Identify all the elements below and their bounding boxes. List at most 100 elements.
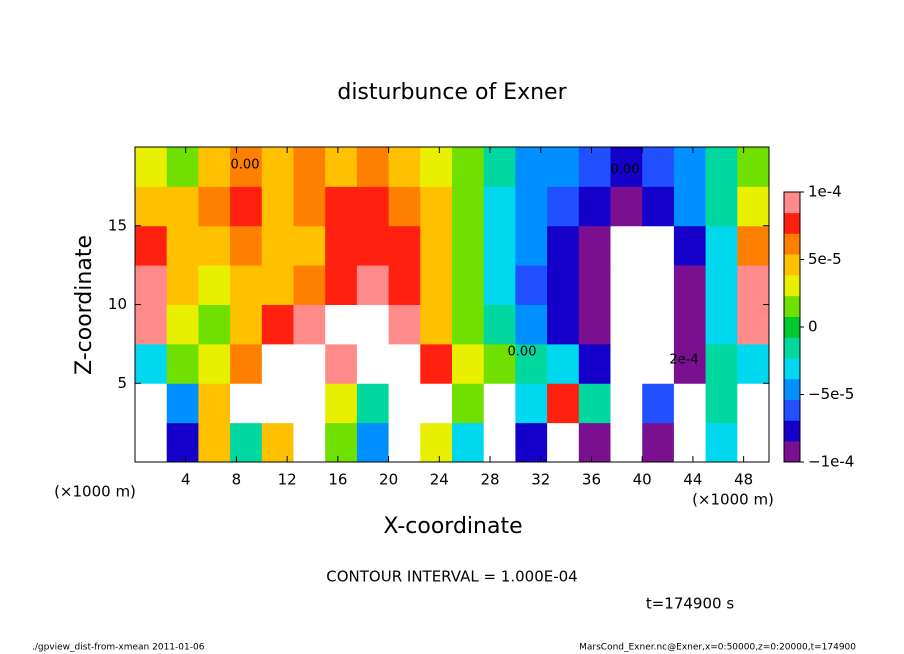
- cell: [198, 343, 231, 384]
- cell: [452, 225, 485, 266]
- cell: [166, 186, 199, 227]
- cell: [515, 383, 548, 424]
- colorbar-segment: [784, 337, 800, 359]
- x-tick-label: 44: [683, 471, 702, 489]
- cell: [325, 147, 358, 187]
- colorbar-segment: [784, 420, 800, 442]
- cell: [515, 265, 548, 305]
- cell: [135, 422, 168, 463]
- x-tick-label: 28: [480, 471, 499, 489]
- x-tick-label: 48: [734, 471, 753, 489]
- cell: [166, 147, 199, 187]
- cell: [230, 265, 263, 305]
- x-tick-label: 24: [430, 471, 449, 489]
- colorbar-tick-label: 1e-4: [808, 183, 842, 201]
- cell: [135, 225, 168, 266]
- cell: [737, 225, 770, 266]
- cell: [388, 304, 421, 345]
- x-tick-label: 32: [531, 471, 550, 489]
- colorbar-segment: [784, 316, 800, 338]
- cell: [135, 147, 168, 187]
- cell: [610, 186, 643, 227]
- cell: [356, 304, 390, 345]
- cell: [642, 147, 675, 187]
- cell: [166, 343, 199, 384]
- x-tick-label: 12: [278, 471, 297, 489]
- cell: [673, 186, 707, 227]
- cell: [452, 343, 485, 384]
- cell: [452, 304, 485, 345]
- cell: [642, 422, 675, 463]
- cell: [737, 343, 770, 384]
- footer-left: ./gpview_dist-from-xmean 2011-01-06: [32, 643, 205, 653]
- cell: [578, 304, 611, 345]
- colorbar-segment: [784, 441, 800, 463]
- cell: [515, 422, 548, 463]
- cell: [325, 225, 358, 266]
- cell: [483, 147, 516, 187]
- colorbar-tick-label: 0: [808, 318, 818, 336]
- cell: [420, 147, 453, 187]
- contour-label: 0.00: [231, 158, 260, 173]
- cell: [642, 265, 675, 305]
- cell: [230, 383, 263, 424]
- cell: [293, 383, 326, 424]
- cell: [705, 383, 738, 424]
- cell: [198, 304, 231, 345]
- cell: [230, 304, 263, 345]
- time-label: t=174900 s: [646, 595, 734, 613]
- cell: [705, 186, 738, 227]
- cell: [483, 304, 516, 345]
- cell: [261, 343, 294, 384]
- cell: [578, 225, 611, 266]
- cell: [293, 225, 326, 266]
- cell: [547, 343, 580, 384]
- y-tick-label: 15: [108, 216, 127, 234]
- cell: [198, 265, 231, 305]
- cell: [325, 422, 358, 463]
- cell: [483, 186, 516, 227]
- cell: [642, 383, 675, 424]
- cell: [737, 186, 770, 227]
- x-tick-label: 20: [379, 471, 398, 489]
- cell: [673, 422, 707, 463]
- cell: [515, 147, 548, 187]
- cell: [166, 422, 199, 463]
- cell: [610, 304, 643, 345]
- cell: [610, 383, 643, 424]
- cell: [325, 383, 358, 424]
- cell: [325, 304, 358, 345]
- cell: [642, 343, 675, 384]
- cell: [230, 422, 263, 463]
- cell: [230, 225, 263, 266]
- cell: [135, 343, 168, 384]
- cell: [420, 343, 453, 384]
- x-tick-label: 40: [633, 471, 652, 489]
- cell: [420, 383, 453, 424]
- cell: [198, 422, 231, 463]
- cell: [388, 343, 421, 384]
- cell: [483, 225, 516, 266]
- cell: [610, 147, 643, 187]
- y-axis-label: Z-coordinate: [72, 235, 97, 375]
- cell: [610, 343, 643, 384]
- cell: [737, 383, 770, 424]
- contour-interval: CONTOUR INTERVAL = 1.000E-04: [326, 568, 577, 586]
- cell: [166, 265, 199, 305]
- colorbar-tick-label: −5e-5: [808, 385, 854, 403]
- cell: [261, 225, 294, 266]
- cell: [388, 186, 421, 227]
- cell: [673, 265, 707, 305]
- cell: [356, 383, 390, 424]
- cell: [705, 225, 738, 266]
- cell: [230, 343, 263, 384]
- cell: [483, 383, 516, 424]
- contour-label: 0.00: [611, 163, 640, 178]
- cell: [325, 343, 358, 384]
- cell: [293, 265, 326, 305]
- cell: [578, 186, 611, 227]
- colorbar-segment: [784, 399, 800, 421]
- colorbar-segment: [784, 192, 800, 214]
- cell: [515, 304, 548, 345]
- x-tick-label: 36: [582, 471, 601, 489]
